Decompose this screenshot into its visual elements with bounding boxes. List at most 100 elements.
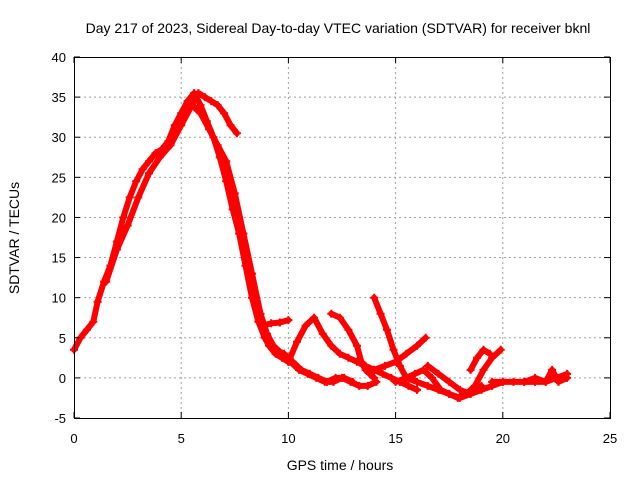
grid-layer [74,57,610,418]
data-point [205,125,214,134]
series-track-4 [259,317,292,329]
y-axis-label: SDTVAR / TECUs [6,182,22,294]
series-layer [70,89,572,402]
data-point [413,377,421,386]
data-point [200,93,209,102]
x-axis-label: GPS time / hours [287,457,394,473]
plot-frame [74,57,611,419]
data-point [263,329,271,338]
data-point [563,369,572,378]
data-point [423,361,432,370]
x-tick-label: 20 [496,431,510,446]
data-point [331,373,340,382]
data-point [145,157,153,166]
data-point [89,317,98,326]
data-point [134,193,143,202]
data-point [479,345,488,354]
data-point [520,377,529,386]
data-point [383,325,391,334]
data-point [348,377,357,386]
data-point [455,393,464,402]
data-point [391,377,400,386]
data-point [387,373,396,382]
data-point [138,165,147,174]
data-point [355,381,364,390]
data-point [509,377,518,386]
data-point [213,101,222,110]
data-point [402,373,411,382]
data-point [293,337,301,346]
data-point [477,381,486,390]
data-point [410,369,419,378]
data-point [220,109,229,118]
data-point [297,365,306,374]
data-point [226,121,235,130]
y-tick-label: 20 [52,210,66,225]
series-track-2 [103,90,240,285]
data-point [353,341,361,350]
data-point [455,385,464,394]
data-point [194,89,203,98]
data-point [466,389,475,398]
data-point [496,345,505,354]
data-point [498,377,507,386]
data-point [344,325,353,334]
data-point [271,345,280,354]
data-point [155,153,164,162]
data-point [222,157,231,166]
data-point [466,365,475,374]
data-point [344,353,353,362]
x-tick-label: 25 [603,431,617,446]
data-point [318,329,327,338]
data-point [284,357,293,366]
data-point [423,381,432,390]
data-point [370,373,379,382]
data-point [335,313,344,322]
y-tick-label: 30 [52,130,66,145]
data-point [485,349,494,358]
data-point [258,321,267,330]
data-point [548,365,557,374]
data-point [434,369,443,378]
data-point [376,309,385,318]
data-point [370,293,379,302]
data-point [123,221,132,230]
data-point [428,373,436,382]
data-point [359,361,368,370]
data-point [166,141,175,150]
data-point [552,373,561,382]
data-point [125,193,134,202]
data-point [207,97,216,106]
y-tick-label: 0 [59,371,66,386]
data-point [93,297,102,306]
data-point [280,349,289,358]
series-track-13 [467,346,493,373]
data-point [196,101,205,110]
data-point [301,321,310,330]
data-point [327,341,336,350]
data-point [378,369,387,378]
data-point [531,373,539,382]
data-point [310,313,319,322]
series-track-8 [371,294,410,381]
x-tick-label: 10 [281,431,295,446]
y-tick-label: -5 [54,411,66,426]
chart-title: Day 217 of 2023, Sidereal Day-to-day VTE… [86,20,591,36]
data-point [132,177,141,186]
data-point [404,381,413,390]
series-track-3 [188,102,380,389]
data-point [177,109,186,118]
y-tick-label: 35 [52,90,66,105]
x-tick-label: 5 [178,431,185,446]
data-point [248,269,256,278]
data-point [473,353,482,362]
data-point [267,319,276,328]
data-point [305,369,314,378]
data-point [256,309,265,318]
data-point [327,309,336,318]
data-point [213,141,222,150]
x-tick-label: 15 [388,431,402,446]
y-tick-label: 25 [52,170,66,185]
data-point [102,277,111,286]
